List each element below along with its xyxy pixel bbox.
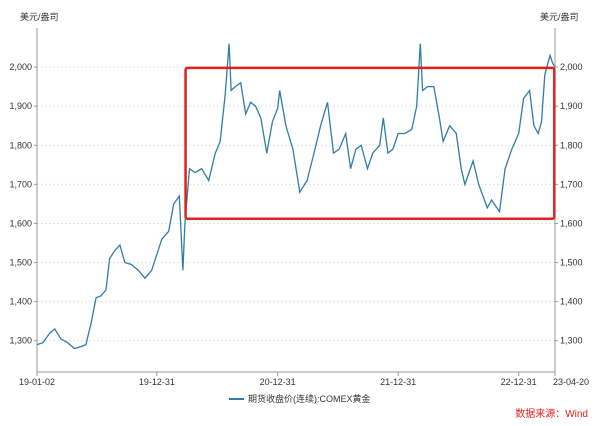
y-tick-label-left: 1,500 [9,258,32,268]
y-tick-label-right: 1,400 [560,297,583,307]
highlight-rectangle [184,66,556,221]
y-axis-label-right: 美元/盎司 [540,11,579,22]
y-tick-label-left: 1,900 [9,101,32,111]
y-tick-label-left: 1,400 [9,297,32,307]
y-tick-label-left: 1,300 [9,336,32,346]
y-tick-label-right: 1,300 [560,336,583,346]
y-axis-label-left: 美元/盎司 [20,11,59,22]
y-tick-label-right: 1,600 [560,218,583,228]
y-tick-label-right: 1,500 [560,258,583,268]
y-tick-label-right: 1,800 [560,140,583,150]
legend-label: 期货收盘价(连续):COMEX黄金 [248,393,371,404]
x-tick-label: 22-12-31 [501,377,537,387]
x-tick-label: 20-12-31 [260,377,296,387]
y-tick-label-left: 1,600 [9,218,32,228]
y-tick-label-left: 2,000 [9,62,32,72]
x-tick-label: 23-04-20 [553,377,589,387]
series-line-comex-gold [36,43,556,350]
x-tick-label: 21-12-31 [380,377,416,387]
y-tick-label-left: 1,700 [9,179,32,189]
x-tick-label: 19-12-31 [139,377,175,387]
y-tick-label-right: 1,900 [560,101,583,111]
y-tick-label-left: 1,800 [9,140,32,150]
x-tick-label: 19-01-02 [19,377,55,387]
y-tick-label-right: 1,700 [560,179,583,189]
y-tick-label-right: 2,000 [560,62,583,72]
source-note: 数据来源：Wind [515,409,588,420]
